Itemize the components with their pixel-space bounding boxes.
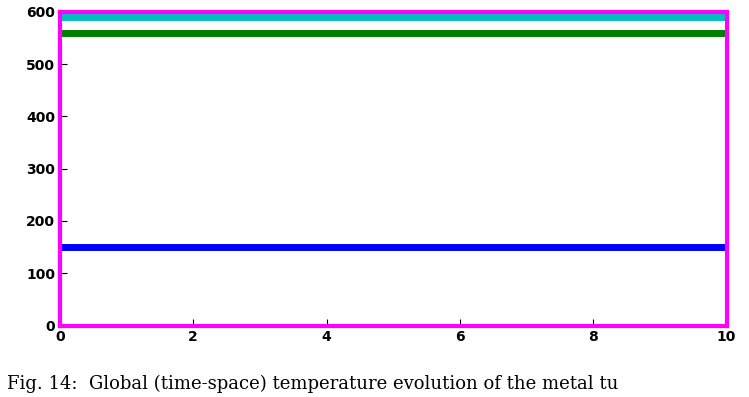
Text: Fig. 14:  Global (time-space) temperature evolution of the metal tu: Fig. 14: Global (time-space) temperature…	[7, 375, 619, 393]
